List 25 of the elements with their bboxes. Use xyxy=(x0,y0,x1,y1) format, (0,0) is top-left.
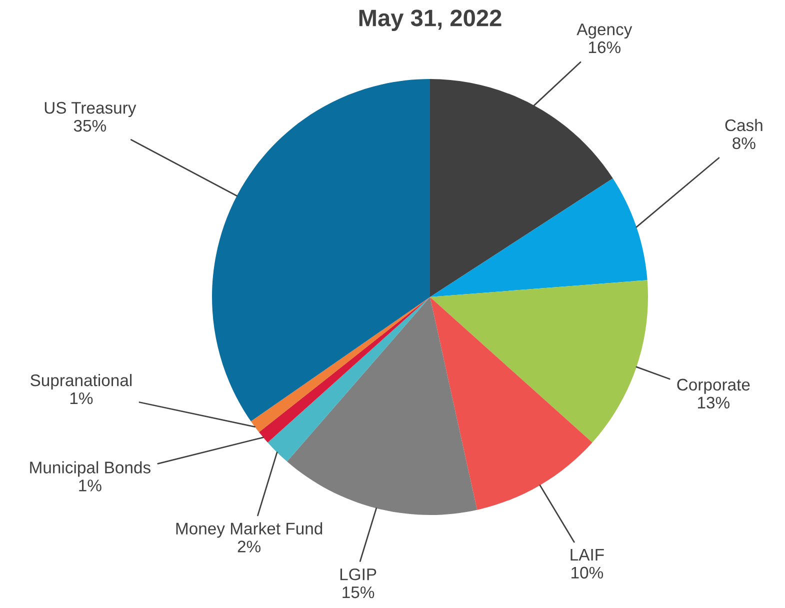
pie-slice xyxy=(430,178,648,297)
pie-slice xyxy=(430,280,648,443)
slice-label: Corporate xyxy=(677,378,750,394)
data-label: 2% xyxy=(238,540,261,552)
slice-label: Cash xyxy=(725,118,762,132)
data-label: 15% xyxy=(342,586,374,598)
pie-slice xyxy=(212,79,430,422)
slice-label: Municipal Bonds xyxy=(30,461,150,477)
data-label: 8% xyxy=(732,137,756,150)
pie-slice xyxy=(287,297,478,515)
slice-label: LGIP xyxy=(340,568,376,580)
data-label: 1% xyxy=(70,392,93,404)
slice-label: LAIF xyxy=(570,549,604,560)
slice-label: Supranational xyxy=(30,374,132,390)
data-label: 13% xyxy=(698,396,730,409)
pie-slice xyxy=(268,297,430,462)
data-label: 16% xyxy=(588,41,620,54)
data-label: 1% xyxy=(79,480,102,492)
slice-label: Agency xyxy=(576,24,632,39)
slice-label: Money Market Fund xyxy=(176,522,322,538)
data-label: 10% xyxy=(572,566,604,579)
pie-slice xyxy=(430,297,592,510)
chart-title: May 31, 2022 xyxy=(359,10,502,32)
data-label: 35% xyxy=(74,120,106,132)
slice-label: US Treasury xyxy=(44,102,136,118)
